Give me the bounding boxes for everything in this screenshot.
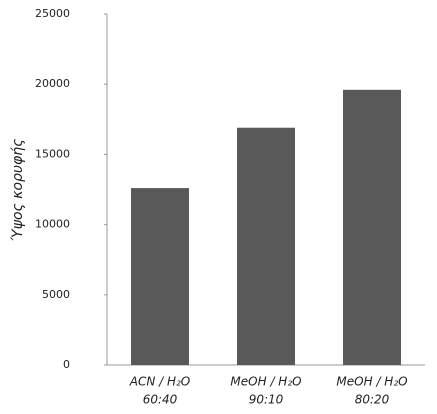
y-tick-label: 10000 [35,218,70,231]
bar [343,89,401,365]
x-tick-label: 80:20 [355,393,390,407]
bar [131,188,189,365]
y-tick-label: 25000 [35,7,70,20]
x-tick-label: 60:40 [143,393,178,407]
y-tick-label: 20000 [35,77,70,90]
y-tick-label: 15000 [35,147,70,160]
x-tick-label: ACN / H₂O [129,375,191,389]
x-tick-label: MeOH / H₂O [336,375,407,389]
bar [237,127,295,365]
x-tick-label: MeOH / H₂O [230,375,301,389]
y-axis-label: Ύψος κορυφής [10,139,26,242]
y-tick-label: 5000 [42,288,70,301]
y-tick-label: 0 [63,358,70,371]
x-tick-label: 90:10 [249,393,284,407]
